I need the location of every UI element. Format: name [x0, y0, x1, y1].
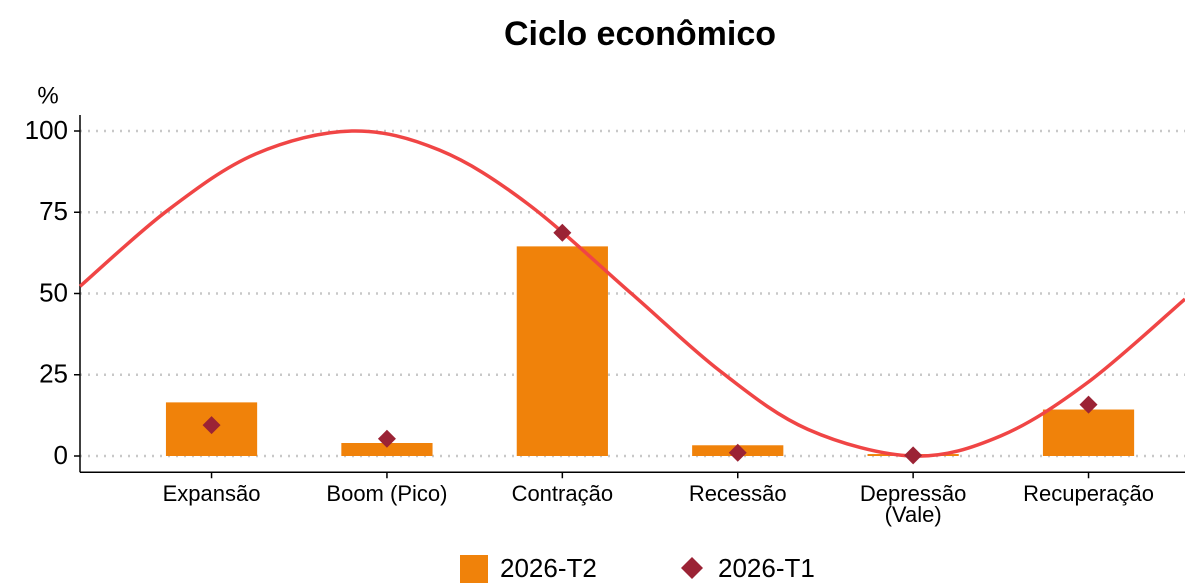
legend-label: 2026-T1 [718, 553, 815, 583]
y-tick-label: 50 [39, 277, 68, 307]
bar [1042, 409, 1135, 456]
x-tick-label: Expansão [162, 481, 261, 506]
x-tick-label: Boom (Pico) [326, 481, 448, 506]
bar [341, 443, 433, 456]
diamond-marker [1079, 395, 1098, 414]
legend-swatch [681, 557, 703, 579]
y-tick-label: 0 [54, 440, 68, 470]
x-tick-label: Recuperação [1023, 481, 1154, 506]
diamond-marker [728, 443, 747, 462]
cycle-curve [78, 129, 1185, 458]
chart-title: Ciclo econômico [504, 15, 776, 53]
bar [516, 246, 608, 456]
y-tick-label: 75 [39, 196, 68, 226]
x-tick-label: Recessão [688, 481, 787, 506]
y-tick-label: 100 [25, 115, 68, 145]
diamond-marker [202, 416, 221, 435]
diamond-marker [904, 446, 923, 465]
y-axis-label: % [37, 82, 58, 109]
x-tick-label: Contração [511, 481, 614, 506]
diamond-marker [553, 223, 572, 242]
y-tick-label: 25 [39, 359, 68, 389]
diamond-marker [377, 429, 396, 448]
legend-swatch [460, 555, 488, 583]
x-tick-label: Depressão (Vale) [859, 481, 967, 527]
legend-label: 2026-T2 [500, 553, 597, 583]
